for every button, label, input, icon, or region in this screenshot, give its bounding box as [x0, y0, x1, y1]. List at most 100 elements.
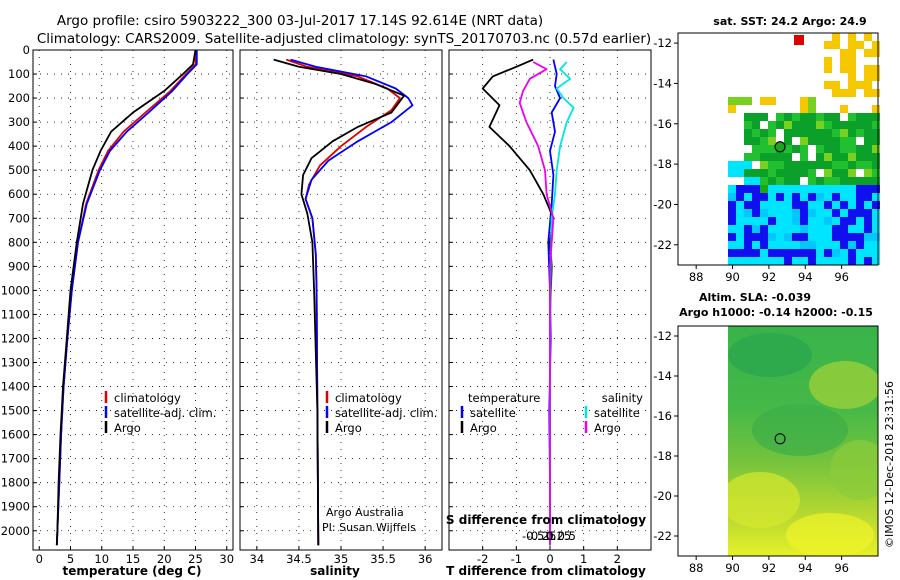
sst-cell [824, 145, 832, 153]
sst-cell [856, 225, 864, 233]
sst-cell [848, 121, 856, 129]
sst-cell [768, 241, 776, 249]
sst-cell [832, 177, 840, 185]
sst-cell [736, 201, 744, 209]
sst-cell [776, 113, 784, 121]
sst-cell [728, 217, 736, 225]
salinity-panel [239, 49, 443, 551]
sst-cell [736, 257, 744, 265]
sst-cell [864, 145, 872, 153]
sst-cell [808, 169, 816, 177]
sst-cell [832, 33, 840, 41]
sst-cell [752, 113, 760, 121]
sst-cell [848, 145, 856, 153]
sst-cell [840, 121, 848, 129]
sst-cell [816, 137, 824, 145]
sst-cell [816, 201, 824, 209]
sst-cell [784, 217, 792, 225]
sst-cell [856, 241, 864, 249]
legend-t-argo: Argo [470, 421, 497, 435]
sst-cell [848, 217, 856, 225]
sst-cell [848, 249, 856, 257]
sst-cell [824, 121, 832, 129]
sst-cell [840, 153, 848, 161]
sst-cell [808, 129, 816, 137]
sst-cell [760, 201, 768, 209]
sst-cell [800, 129, 808, 137]
sst-cell [832, 209, 840, 217]
sst-cell [864, 81, 872, 89]
x-tick-label: -2 [477, 552, 488, 566]
sst-cell [744, 193, 752, 201]
sst-cell [856, 121, 864, 129]
sst-cell [776, 217, 784, 225]
sst-cell [728, 225, 736, 233]
sst-cell [760, 177, 768, 185]
sst-cell [784, 113, 792, 121]
sst-cell [840, 201, 848, 209]
legend-climatology: climatology [335, 391, 402, 405]
sst-cell [752, 145, 760, 153]
footer-stamp: ©IMOS 12-Dec-2018 23:31:56 [883, 381, 896, 548]
sst-cell [808, 217, 816, 225]
sst-cell [760, 193, 768, 201]
sst-cell [840, 145, 848, 153]
sst-cell [760, 113, 768, 121]
sst-cell [824, 137, 832, 145]
sst-cell [792, 129, 800, 137]
legend-argo: Argo [114, 421, 141, 435]
sst-cell [784, 241, 792, 249]
x-tick-label: 15 [126, 552, 141, 566]
map-y-tick-label: -12 [653, 36, 672, 50]
sst-cell [760, 217, 768, 225]
sst-cell [800, 257, 808, 265]
sst-cell [864, 249, 872, 257]
sst-cell [760, 145, 768, 153]
sst-cell [824, 193, 832, 201]
sst-cell [736, 217, 744, 225]
sst-cell [752, 241, 760, 249]
sst-cell [872, 145, 880, 153]
sst-cell [794, 35, 804, 45]
sst-cell [832, 233, 840, 241]
map-x-tick-label: 92 [762, 270, 777, 284]
sst-cell [736, 169, 744, 177]
sst-cell [824, 233, 832, 241]
y-tick-label: 900 [8, 259, 30, 273]
sst-cell [872, 121, 880, 129]
sst-cell [760, 249, 768, 257]
sst-cell [864, 233, 872, 241]
sst-cell [840, 177, 848, 185]
sst-cell [768, 121, 776, 129]
sst-cell [848, 169, 856, 177]
sst-cell [824, 169, 832, 177]
sst-cell [832, 169, 840, 177]
sst-cell [864, 33, 872, 41]
sst-cell [776, 233, 784, 241]
x-tick-label: 25 [188, 552, 203, 566]
sst-cell [832, 41, 840, 49]
sst-cell [744, 241, 752, 249]
x-tick-label: 36 [418, 552, 433, 566]
sst-cell [776, 241, 784, 249]
map-y-tick-label: -18 [653, 449, 672, 463]
y-tick-label: 600 [8, 187, 30, 201]
sst-cell [864, 73, 872, 81]
sst-cell [752, 153, 760, 161]
sst-cell [840, 169, 848, 177]
sst-cell [848, 209, 856, 217]
sst-cell [784, 209, 792, 217]
sst-cell [784, 145, 792, 153]
sst-cell [872, 105, 880, 113]
sst-cell [872, 129, 880, 137]
sst-cell [816, 185, 824, 193]
sst-cell [744, 185, 752, 193]
sst-cell [768, 169, 776, 177]
sst-cell [728, 185, 736, 193]
sst-cell [728, 193, 736, 201]
map-x-tick-label: 90 [725, 270, 740, 284]
sst-cell [736, 249, 744, 257]
sst-cell [760, 153, 768, 161]
sst-cell [744, 129, 752, 137]
s-tick-label: 0 [546, 529, 553, 543]
